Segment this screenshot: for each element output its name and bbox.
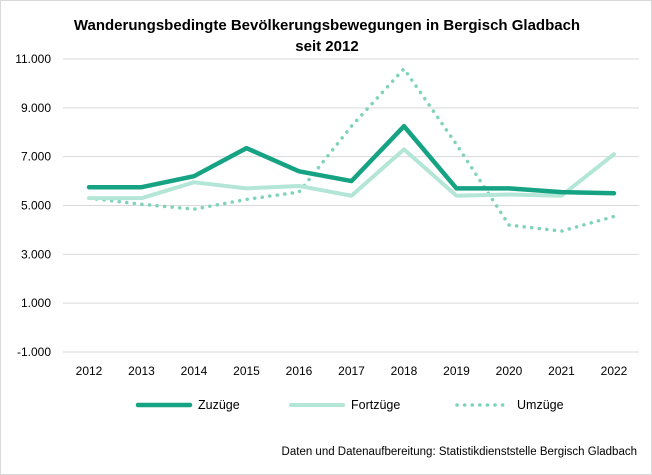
x-tick-label: 2019 xyxy=(443,364,470,378)
y-tick-label: 11.000 xyxy=(15,52,51,66)
series-line-3 xyxy=(87,67,616,233)
x-tick-label: 2016 xyxy=(286,364,313,378)
y-tick-label: 1.000 xyxy=(21,296,51,310)
x-tick-label: 2015 xyxy=(233,364,260,378)
legend-label: Fortzüge xyxy=(351,398,400,412)
chart-title: Wanderungsbedingte Bevölkerungsbewegunge… xyxy=(1,15,652,57)
y-tick-label: 7.000 xyxy=(21,150,51,164)
legend-label: Umzüge xyxy=(517,398,564,412)
chart-title-line-2: seit 2012 xyxy=(295,38,359,55)
x-tick-label: 2022 xyxy=(601,364,628,378)
legend-label: Zuzüge xyxy=(198,398,240,412)
x-tick-label: 2012 xyxy=(76,364,103,378)
x-tick-label: 2018 xyxy=(391,364,418,378)
y-tick-label: 3.000 xyxy=(21,247,51,261)
y-tick-label: -1.000 xyxy=(17,345,51,359)
x-tick-label: 2014 xyxy=(181,364,208,378)
x-tick-label: 2020 xyxy=(496,364,523,378)
y-tick-label: 9.000 xyxy=(21,101,51,115)
series-line-1 xyxy=(86,123,617,196)
chart-title-line-1: Wanderungsbedingte Bevölkerungsbewegunge… xyxy=(73,17,581,34)
y-tick-label: 5.000 xyxy=(21,199,51,213)
x-tick-label: 2021 xyxy=(548,364,575,378)
source-note: Daten und Datenaufbereitung: Statistikdi… xyxy=(281,446,637,458)
x-tick-label: 2017 xyxy=(338,364,365,378)
x-tick-label: 2013 xyxy=(128,364,155,378)
